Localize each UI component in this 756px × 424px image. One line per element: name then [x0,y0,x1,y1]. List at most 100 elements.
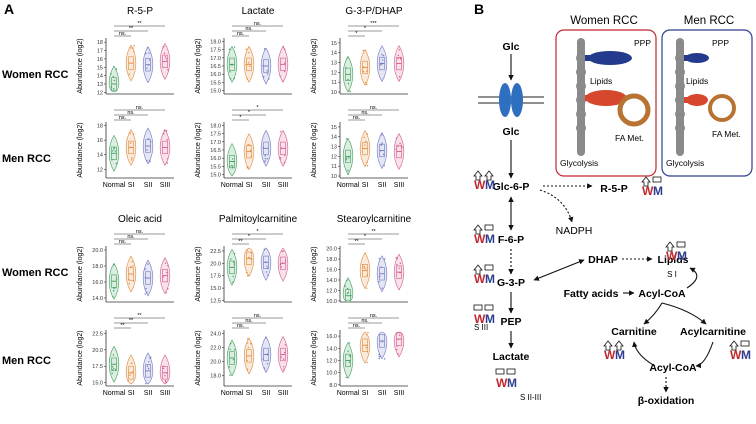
y-tick-label: 18 [97,40,103,46]
data-point [362,66,365,68]
y-tick-label: 22.0 [210,346,221,352]
data-point [395,137,398,139]
data-point [361,264,364,266]
y-tick-label: 15 [331,41,337,47]
data-point [114,287,116,289]
data-point [150,356,152,358]
data-point [164,380,167,382]
data-point [146,291,148,293]
data-point [146,149,148,151]
data-point [280,356,282,358]
data-point [111,366,114,368]
node-f6p: F-6-P [498,234,524,246]
data-point [347,157,350,159]
no-change-icon [484,304,494,311]
data-point [111,372,113,375]
cell-membrane [478,83,544,117]
data-point [344,285,346,287]
x-tick-label: SIII [394,390,405,397]
y-tick-label: 12 [97,90,103,96]
significance-label: * [256,229,259,235]
violin-chart: Abundance (log2) 15.017.520.022.5******No… [77,313,174,397]
data-point [366,164,369,167]
significance-label: * [248,234,251,240]
significance-label: * [364,234,367,240]
data-point [247,143,249,146]
y-tick-label: 20.0 [92,348,103,354]
data-point [395,148,398,151]
up-arrow-icon [473,264,483,275]
data-point [263,367,266,369]
node-dhap: DHAP [588,254,618,266]
data-point [362,49,364,52]
data-point [246,342,248,344]
y-tick-label: 22.5 [210,249,221,255]
data-point [381,53,383,56]
women-indicator: W [474,312,486,326]
y-tick-label: 20.0 [210,261,221,267]
x-tick-label: SII [378,390,387,397]
y-tick-label: 16.0 [210,156,221,162]
women-fa-label: FA Met. [615,133,644,143]
data-point [378,353,380,356]
data-point [397,338,399,340]
panel-a-label: A [4,1,14,17]
data-point [132,280,135,282]
data-point [229,71,231,73]
data-point [366,70,368,72]
no-change-icon [740,340,750,347]
y-axis-label: Abundance (log2) [311,330,318,385]
y-tick-label: 17 [97,49,103,55]
data-point [128,279,131,281]
data-point [345,159,347,161]
women-indicator: W [642,184,654,198]
data-point [281,80,284,83]
data-point [250,343,252,345]
data-point [347,82,350,85]
data-point [113,147,116,149]
data-point [110,86,113,88]
data-point [348,361,350,363]
node-beta-oxidation: β-oxidation [638,395,695,407]
significance-label: ns. [127,234,135,240]
node-g3p: G-3-P [497,277,525,289]
data-point [115,278,118,280]
row-label-women-2: Women RCC [2,267,68,279]
data-point [362,70,365,73]
data-point [233,252,236,255]
data-point [366,351,369,353]
data-point [133,50,135,52]
x-tick-label: Normal [221,182,244,189]
data-point [249,149,252,152]
women-indicator: W [604,348,616,362]
data-point [397,54,400,57]
data-point [249,65,251,67]
significance-label: ns. [353,323,361,329]
men-indicator: M [485,312,495,326]
data-point [397,57,399,60]
men-ppp-label: PPP [712,38,729,48]
no-change-icon [506,368,516,375]
significance-label: ns. [119,31,127,37]
wm-indicators: W MW MW MW MW MW MW MW M W M [473,170,751,390]
data-point [246,359,248,362]
men-fa-label: FA Met. [712,129,741,139]
violin-shape [393,331,405,358]
data-point [381,62,383,65]
data-point [232,275,234,278]
data-point [363,136,366,139]
data-point [229,342,232,345]
data-point [382,153,385,156]
stage-note-lactate: S II-III [520,393,541,402]
significance-label: ** [354,239,359,245]
data-point [113,88,115,90]
data-point [284,260,287,262]
y-tick-label: 11 [331,164,337,170]
data-point [162,46,164,48]
data-point [264,157,267,160]
data-point [378,281,380,283]
y-axis-label: Abundance (log2) [311,122,318,177]
data-point [110,73,112,75]
no-change-icon [676,241,686,248]
